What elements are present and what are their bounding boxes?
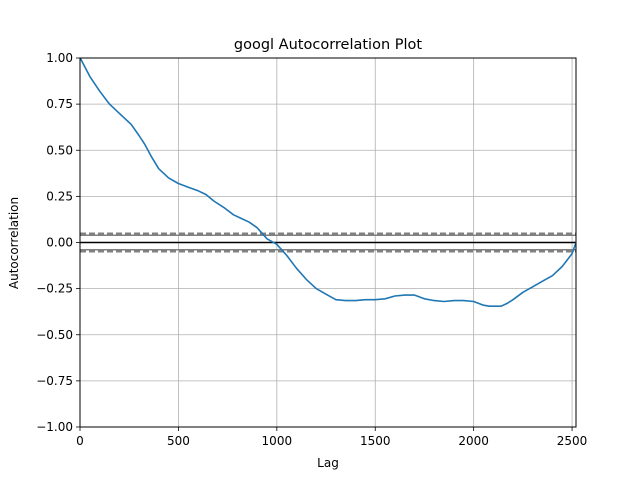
- x-tick-label: 1500: [360, 434, 391, 448]
- reference-lines: [80, 232, 576, 253]
- y-tick-label: 0.75: [46, 97, 73, 111]
- y-tick-label: −0.75: [36, 374, 73, 388]
- autocorrelation-line: [79, 57, 577, 308]
- tick-layer: 0 500 1000 1500 2000 2500 1.00 0.75 0.50 0.25 0.00…: [36, 51, 587, 448]
- x-tick-label: 1000: [262, 434, 293, 448]
- y-tick-label: 1.00: [46, 51, 73, 65]
- x-tick-label: 500: [167, 434, 190, 448]
- y-tick-label: 0.25: [46, 189, 73, 203]
- x-tick-label: 2000: [458, 434, 489, 448]
- y-tick-label: −0.50: [36, 328, 73, 342]
- y-axis-title: Autocorrelation: [7, 197, 21, 289]
- chart-title: googl Autocorrelation Plot: [234, 37, 423, 53]
- x-tick-label: 2500: [557, 434, 588, 448]
- series-layer: [79, 57, 577, 308]
- x-tick-label: 0: [76, 434, 84, 448]
- y-tick-label: −0.25: [36, 282, 73, 296]
- y-tick-label: 0.50: [46, 143, 73, 157]
- y-tick-label: −1.00: [36, 420, 73, 434]
- y-tick-label: 0.00: [46, 236, 73, 250]
- x-axis-title: Lag: [317, 456, 339, 470]
